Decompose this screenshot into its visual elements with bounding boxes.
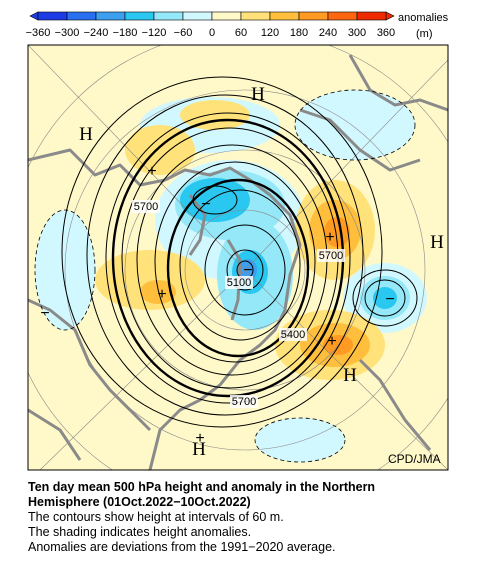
colorbar-swatch	[327, 11, 358, 21]
colorbar-tick-label: 120	[261, 27, 279, 39]
center-marker: +	[147, 163, 156, 180]
colorbar-tick-label: −360	[26, 27, 51, 39]
contour-label-bg	[279, 328, 307, 341]
center-marker: +	[195, 430, 204, 447]
high-label: H	[343, 365, 357, 386]
caption-line: The contours show height at intervals of…	[28, 510, 284, 524]
center-marker: −	[243, 262, 252, 279]
center-marker: −	[40, 305, 49, 322]
map-frame	[27, 44, 449, 471]
colorbar-tick-label: −180	[113, 27, 138, 39]
high-label: H	[192, 439, 206, 460]
contour-label: 5700	[232, 396, 256, 408]
colorbar-tick-label: −60	[174, 27, 193, 39]
colorbar-tick-label: −300	[55, 27, 80, 39]
contour-label-bg	[317, 249, 345, 262]
colorbar-tick-label: −240	[84, 27, 109, 39]
graticule	[28, 45, 448, 470]
high-label: H	[79, 124, 93, 145]
caption: Ten day mean 500 hPa height and anomaly …	[28, 480, 375, 554]
contour-label: 5400	[281, 329, 305, 341]
colorbar-swatch	[356, 11, 387, 21]
colorbar-swatch	[240, 11, 271, 21]
colorbar-swatch	[124, 11, 155, 21]
colorbar: −360 −300 −240 −180 −120 −60 0 60 120 180 240 300 36…	[26, 11, 395, 39]
colorbar-swatch	[298, 11, 329, 21]
caption-line: Anomalies are deviations from the 1991−2…	[28, 540, 336, 554]
center-marker: +	[327, 333, 336, 350]
contour-label: 5700	[319, 250, 343, 262]
contour-label-bg	[225, 276, 253, 289]
caption-title: Hemisphere (01Oct.2022−10Oct.2022)	[28, 495, 251, 509]
colorbar-unit: (m)	[416, 28, 433, 40]
high-label: H	[251, 84, 265, 105]
colorbar-swatch	[66, 11, 97, 21]
credit: CPD/JMA	[388, 452, 441, 466]
colorbar-arrow	[385, 11, 395, 21]
colorbar-tick-label: 60	[235, 27, 247, 39]
high-label: H	[430, 232, 444, 253]
colorbar-swatch	[182, 11, 213, 21]
caption-title: Ten day mean 500 hPa height and anomaly …	[28, 480, 375, 494]
colorbar-tick-label: −120	[142, 27, 167, 39]
center-marker: +	[325, 229, 334, 246]
center-marker: −	[201, 196, 210, 213]
contour-label: 5100	[227, 277, 251, 289]
caption-line: The shading indicates height anomalies.	[28, 525, 251, 539]
contour-label-bg	[132, 200, 160, 213]
colorbar-arrow	[29, 11, 39, 21]
anomaly-contours	[34, 89, 416, 463]
colorbar-swatch	[211, 11, 242, 21]
colorbar-swatch	[269, 11, 300, 21]
center-marker: +	[157, 286, 166, 303]
colorbar-swatch	[95, 11, 126, 21]
contour-label: 5700	[134, 201, 158, 213]
colorbar-tick-label: 300	[348, 27, 366, 39]
colorbar-tick-label: 360	[377, 27, 395, 39]
center-marker: −	[385, 291, 394, 308]
colorbar-label: anomalies	[398, 12, 449, 24]
colorbar-swatch	[153, 11, 184, 21]
height-contours	[61, 76, 418, 428]
colorbar-swatch	[37, 11, 68, 21]
colorbar-tick-label: 0	[209, 27, 215, 39]
contour-label-bg	[230, 395, 258, 408]
colorbar-tick-label: 180	[290, 27, 308, 39]
colorbar-tick-label: 240	[319, 27, 337, 39]
